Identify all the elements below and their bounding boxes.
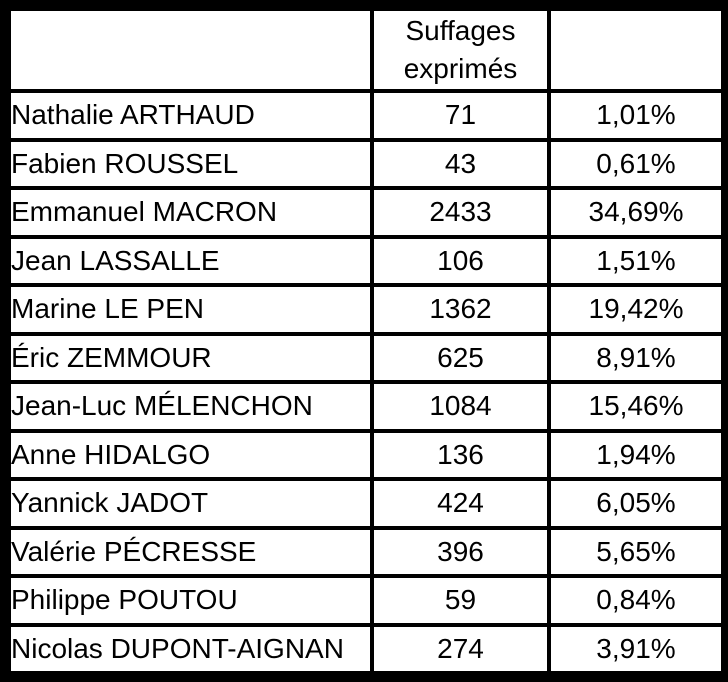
table-row: Éric ZEMMOUR 625 8,91%	[7, 331, 725, 384]
candidate-name-cell: Jean-Luc MÉLENCHON	[7, 380, 374, 433]
candidate-name-cell: Emmanuel MACRON	[7, 186, 374, 239]
percent-cell: 34,69%	[547, 186, 725, 239]
candidate-name-cell: Valérie PÉCRESSE	[7, 525, 374, 578]
candidate-name-cell: Anne HIDALGO	[7, 428, 374, 481]
header-cell-percent: %	[547, 7, 725, 93]
percent-cell: 1,51%	[547, 234, 725, 287]
votes-cell: 396	[370, 525, 551, 578]
percent-cell: 5,65%	[547, 525, 725, 578]
candidate-name-cell: Nathalie ARTHAUD	[7, 89, 374, 142]
table-row: Jean LASSALLE 106 1,51%	[7, 234, 725, 287]
percent-cell: 0,84%	[547, 574, 725, 627]
candidate-name-cell: Nicolas DUPONT-AIGNAN	[7, 622, 374, 675]
percent-cell: 6,05%	[547, 477, 725, 530]
votes-cell: 59	[370, 574, 551, 627]
table-row: Nicolas DUPONT-AIGNAN 274 3,91%	[7, 622, 725, 675]
percent-cell: 1,94%	[547, 428, 725, 481]
percent-cell: 15,46%	[547, 380, 725, 433]
table-row: Emmanuel MACRON 2433 34,69%	[7, 186, 725, 239]
votes-cell: 71	[370, 89, 551, 142]
votes-cell: 1084	[370, 380, 551, 433]
candidate-name-cell: Philippe POUTOU	[7, 574, 374, 627]
table-row: Nathalie ARTHAUD 71 1,01%	[7, 89, 725, 142]
header-cell-suffrages-exprimes: Suffages exprimés	[370, 7, 551, 93]
percent-cell: 8,91%	[547, 331, 725, 384]
votes-cell: 106	[370, 234, 551, 287]
table-row: Anne HIDALGO 136 1,94%	[7, 428, 725, 481]
votes-cell: 136	[370, 428, 551, 481]
header-row: Candidats Suffages exprimés %	[7, 7, 725, 93]
candidate-name-cell: Marine LE PEN	[7, 283, 374, 336]
percent-cell: 3,91%	[547, 622, 725, 675]
votes-cell: 1362	[370, 283, 551, 336]
table-row: Philippe POUTOU 59 0,84%	[7, 574, 725, 627]
votes-cell: 424	[370, 477, 551, 530]
percent-cell: 1,01%	[547, 89, 725, 142]
candidate-name-cell: Yannick JADOT	[7, 477, 374, 530]
candidate-name-cell: Fabien ROUSSEL	[7, 137, 374, 190]
votes-cell: 2433	[370, 186, 551, 239]
table-row: Jean-Luc MÉLENCHON 1084 15,46%	[7, 380, 725, 433]
table-row: Marine LE PEN 1362 19,42%	[7, 283, 725, 336]
percent-cell: 0,61%	[547, 137, 725, 190]
header-cell-candidats: Candidats	[7, 7, 374, 93]
votes-cell: 43	[370, 137, 551, 190]
candidate-name-cell: Jean LASSALLE	[7, 234, 374, 287]
candidate-name-cell: Éric ZEMMOUR	[7, 331, 374, 384]
table-row: Valérie PÉCRESSE 396 5,65%	[7, 525, 725, 578]
votes-cell: 274	[370, 622, 551, 675]
table-row: Fabien ROUSSEL 43 0,61%	[7, 137, 725, 190]
election-results-table: Candidats Suffages exprimés % Nathalie A…	[7, 7, 725, 675]
votes-cell: 625	[370, 331, 551, 384]
table-row: Yannick JADOT 424 6,05%	[7, 477, 725, 530]
percent-cell: 19,42%	[547, 283, 725, 336]
